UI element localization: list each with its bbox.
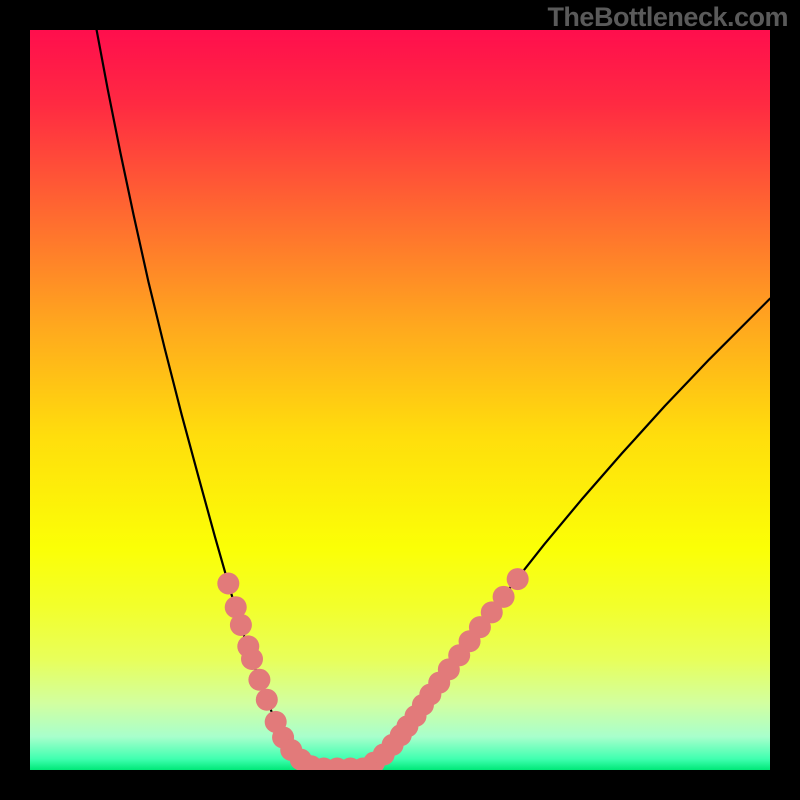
- plot-area: [30, 30, 770, 770]
- chart-container: TheBottleneck.com: [0, 0, 800, 800]
- data-point: [217, 573, 239, 595]
- data-point: [507, 568, 529, 590]
- data-point: [230, 614, 252, 636]
- data-point: [493, 586, 515, 608]
- data-point: [248, 669, 270, 691]
- watermark-label: TheBottleneck.com: [547, 2, 788, 33]
- data-point: [241, 648, 263, 670]
- gradient-background: [30, 30, 770, 770]
- data-point: [256, 689, 278, 711]
